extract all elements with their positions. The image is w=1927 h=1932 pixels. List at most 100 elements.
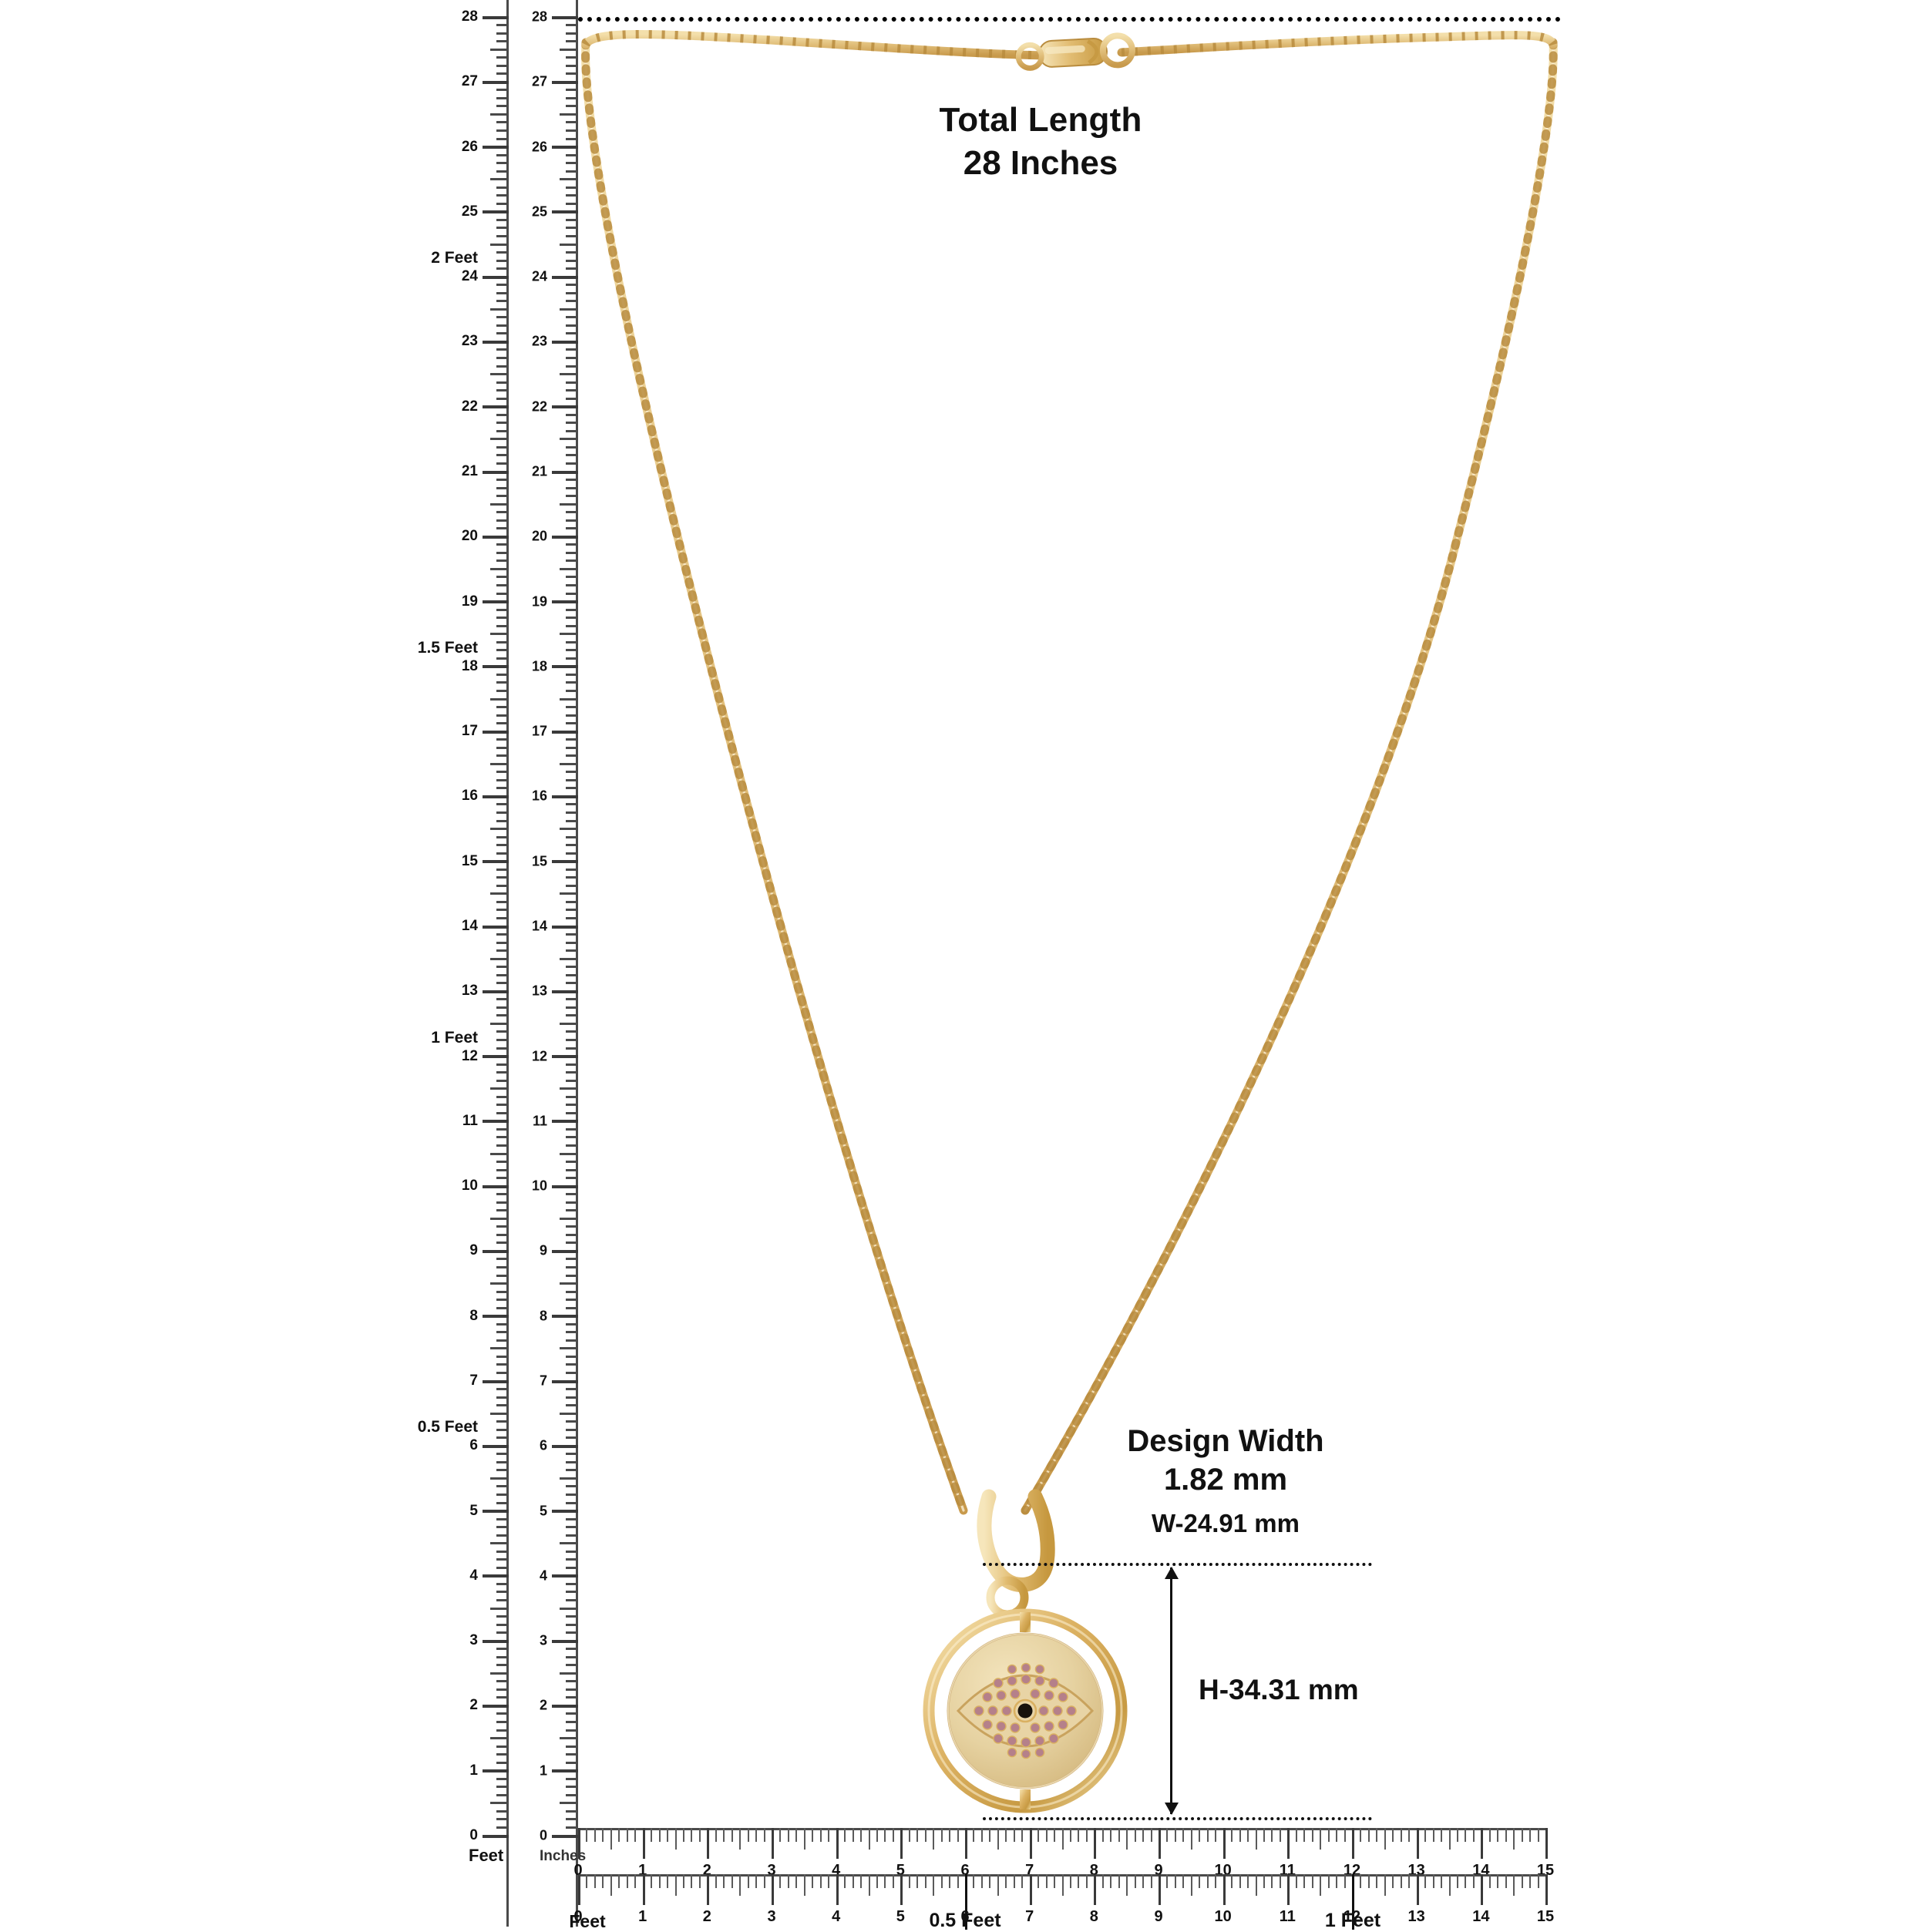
ruler-tick: [566, 1729, 578, 1732]
ruler-number: 24: [531, 268, 547, 284]
ruler-tick: [755, 1828, 758, 1842]
ruler-tick: [496, 1299, 509, 1302]
ruler-number: 12: [531, 1048, 547, 1064]
ruler-tick: [1231, 1874, 1233, 1888]
ruler-tick: [490, 1282, 509, 1285]
ruler-tick: [496, 1258, 509, 1261]
ruler-tick: [496, 1420, 509, 1423]
ruler-tick: [566, 186, 578, 189]
ruler-tick: [566, 1517, 578, 1520]
ruler-tick: [566, 771, 578, 774]
ruler-tick: [566, 738, 578, 741]
ruler-number: 16: [531, 788, 547, 804]
ruler-tick: [566, 1039, 578, 1041]
ruler-number: 16: [461, 788, 478, 805]
ruler-tick: [552, 1769, 578, 1773]
ruler-tick: [566, 1266, 578, 1268]
ruler-tick: [566, 1063, 578, 1066]
ruler-tick: [723, 1828, 725, 1842]
ruler-tick: [496, 1494, 509, 1496]
ruler-tick: [566, 584, 578, 586]
ruler-tick: [566, 162, 578, 165]
ruler-tick: [566, 1786, 578, 1789]
ruler-tick: [1279, 1874, 1281, 1888]
ruler-tick: [812, 1874, 814, 1888]
ruler-tick: [483, 1704, 509, 1708]
ruler-tick: [496, 32, 509, 35]
ruler-tick: [566, 218, 578, 221]
ruler-tick: [483, 1184, 509, 1188]
ruler-tick: [566, 1339, 578, 1342]
design-h-label: H-34.31 mm: [1199, 1674, 1359, 1705]
ruler-tick: [496, 40, 509, 43]
ruler-tick: [496, 884, 509, 887]
ruler-tick: [1311, 1874, 1313, 1888]
ruler-tick: [496, 722, 509, 725]
ruler-tick: [496, 1469, 509, 1472]
vertical-ruler-feet[interactable]: 0 1 2 3 4 5 6 7 8 9 10 11 12 13 14 15 16 17 18 19 20 21 22 23 24…: [418, 0, 509, 1927]
ruler-tick: [860, 1828, 863, 1842]
ruler-tick: [819, 1874, 822, 1888]
ruler-tick: [989, 1874, 991, 1888]
ruler-tick: [496, 754, 509, 758]
ruler-tick: [483, 146, 509, 150]
ruler-tick: [496, 56, 509, 59]
ruler-tick: [566, 1428, 578, 1431]
ruler-tick: [496, 1039, 509, 1041]
ruler-tick: [496, 1517, 509, 1520]
ruler-tick: [884, 1828, 886, 1842]
ruler-tick: [566, 1809, 578, 1813]
ruler-tick: [803, 1828, 805, 1850]
ruler-number: 6: [960, 1862, 970, 1879]
ruler-tick: [566, 1696, 578, 1699]
ruler-tick: [1376, 1828, 1378, 1842]
ruler-tick: [483, 1639, 509, 1643]
ruler-tick: [916, 1828, 919, 1842]
ruler-tick: [560, 1672, 578, 1675]
ruler-tick: [496, 519, 509, 522]
ruler-tick: [634, 1874, 637, 1888]
ruler-tick: [1392, 1828, 1394, 1842]
ruler-tick: [496, 218, 509, 221]
foot-marker-label: 2 Feet: [431, 249, 478, 267]
ruler-tick: [566, 454, 578, 457]
ruler-tick: [1134, 1874, 1136, 1888]
ruler-tick: [496, 819, 509, 822]
ruler-tick: [496, 357, 509, 359]
ruler-tick: [618, 1874, 620, 1888]
ruler-tick: [965, 1828, 967, 1859]
ruler-tick: [566, 714, 578, 717]
ruler-tick: [1513, 1874, 1515, 1896]
ruler-tick: [483, 1315, 509, 1319]
ruler-tick: [490, 892, 509, 895]
ruler-number: 12: [461, 1047, 478, 1064]
ruler-tick: [566, 1071, 578, 1074]
ruler-tick: [1078, 1874, 1080, 1888]
ruler-number: 18: [531, 658, 547, 674]
ruler-tick: [1126, 1874, 1128, 1896]
ruler-tick: [496, 1688, 509, 1691]
ruler-tick: [496, 714, 509, 717]
ruler-number: 6: [469, 1437, 478, 1454]
ruler-tick: [496, 1485, 509, 1488]
vertical-ruler-inches[interactable]: 0 1 2 3 4 5 6 7 8 9 10 11 12 13 14 15 16 17 18 19 20 21 22 23 24…: [532, 0, 578, 1927]
ruler-tick: [1456, 1874, 1458, 1888]
ruler-number: 9: [539, 1242, 547, 1258]
ruler-tick: [1029, 1828, 1032, 1859]
ruler-tick: [496, 1006, 509, 1009]
ruler-tick: [1094, 1874, 1097, 1905]
ruler-number: 23: [531, 333, 547, 349]
ruler-tick: [496, 941, 509, 944]
ruler-tick: [560, 567, 578, 570]
ruler-tick: [483, 1510, 509, 1514]
ruler-tick: [566, 348, 578, 351]
ruler-tick: [496, 64, 509, 67]
ruler-tick: [490, 307, 509, 311]
ruler-tick: [586, 1828, 588, 1842]
ruler-tick: [552, 405, 578, 409]
ruler-number: 0: [573, 1862, 583, 1879]
ruler-tick: [566, 1144, 578, 1147]
pendant-height-dimension-arrow: [1170, 1567, 1172, 1814]
